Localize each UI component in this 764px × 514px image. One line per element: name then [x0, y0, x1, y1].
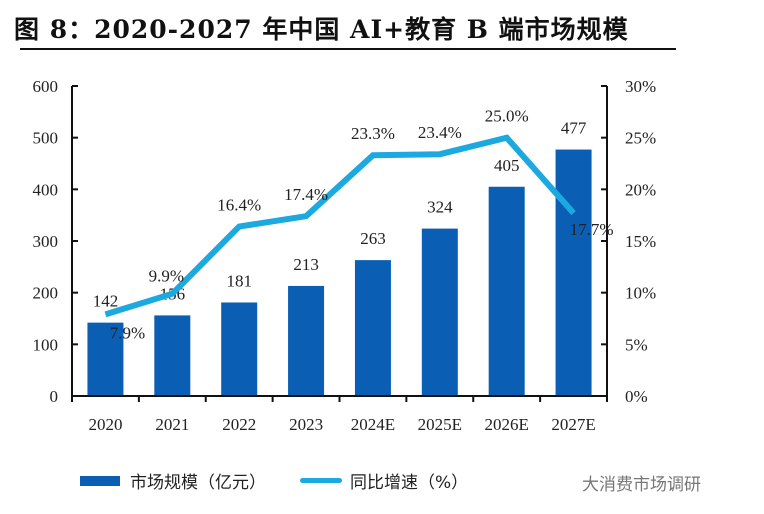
y-right-tick-label: 5%	[625, 335, 648, 354]
bar-data-label: 324	[427, 198, 453, 217]
x-tick-label: 2024E	[351, 415, 395, 434]
legend-bar-label: 市场规模（亿元）	[130, 473, 266, 493]
y-left-tick-label: 300	[33, 232, 59, 251]
bar-data-label: 477	[561, 119, 587, 138]
x-tick-label: 2025E	[418, 415, 462, 434]
bar	[87, 322, 124, 396]
bar-data-label: 263	[360, 229, 386, 248]
bar-data-label: 181	[226, 271, 252, 290]
line-data-label: 9.9%	[149, 267, 184, 286]
bar	[288, 285, 325, 396]
x-tick-label: 2027E	[551, 415, 595, 434]
y-right-tick-label: 20%	[625, 180, 656, 199]
watermark: 大消费市场调研	[582, 475, 701, 495]
line-data-label: 7.9%	[110, 323, 145, 342]
x-tick-label: 2020	[88, 415, 122, 434]
y-right-tick-label: 30%	[625, 77, 656, 96]
line-data-label: 17.4%	[284, 185, 328, 204]
x-tick-label: 2026E	[484, 415, 528, 434]
y-right-tick-label: 10%	[625, 284, 656, 303]
line-data-label: 23.3%	[351, 124, 395, 143]
y-left-tick-label: 500	[33, 129, 59, 148]
line-data-label: 17.7%	[570, 220, 614, 239]
y-right-tick-label: 15%	[625, 232, 656, 251]
bar	[221, 302, 258, 396]
y-left-tick-label: 200	[33, 284, 59, 303]
x-tick-label: 2021	[155, 415, 189, 434]
bar	[555, 149, 592, 396]
line-data-label: 16.4%	[217, 196, 261, 215]
legend-bar-swatch	[80, 475, 120, 486]
y-left-tick-label: 100	[33, 335, 59, 354]
chart-title: 图 8：2020-2027 年中国 AI+教育 B 端市场规模	[14, 15, 629, 44]
line-data-label: 25.0%	[485, 107, 529, 126]
y-left-tick-label: 0	[50, 387, 59, 406]
growth-line	[104, 134, 576, 318]
title-underline	[20, 48, 676, 50]
legend-line-label: 同比增速（%）	[350, 473, 469, 493]
legend-line-swatch	[300, 478, 342, 483]
legend: 市场规模（亿元） 同比增速（%）	[36, 468, 468, 493]
line-data-label: 23.4%	[418, 123, 462, 142]
x-tick-label: 2023	[289, 415, 323, 434]
x-tick-label: 2022	[222, 415, 256, 434]
bar-data-label: 405	[494, 156, 520, 175]
bar	[421, 228, 458, 396]
y-right-tick-label: 0%	[625, 387, 648, 406]
bar-data-label: 142	[93, 292, 119, 311]
bar-data-label: 213	[293, 255, 319, 274]
y-right-tick-label: 25%	[625, 129, 656, 148]
y-left-tick-label: 400	[33, 180, 59, 199]
y-left-tick-label: 600	[33, 77, 59, 96]
bar	[154, 315, 191, 396]
bar	[354, 260, 391, 396]
bar	[488, 186, 525, 396]
